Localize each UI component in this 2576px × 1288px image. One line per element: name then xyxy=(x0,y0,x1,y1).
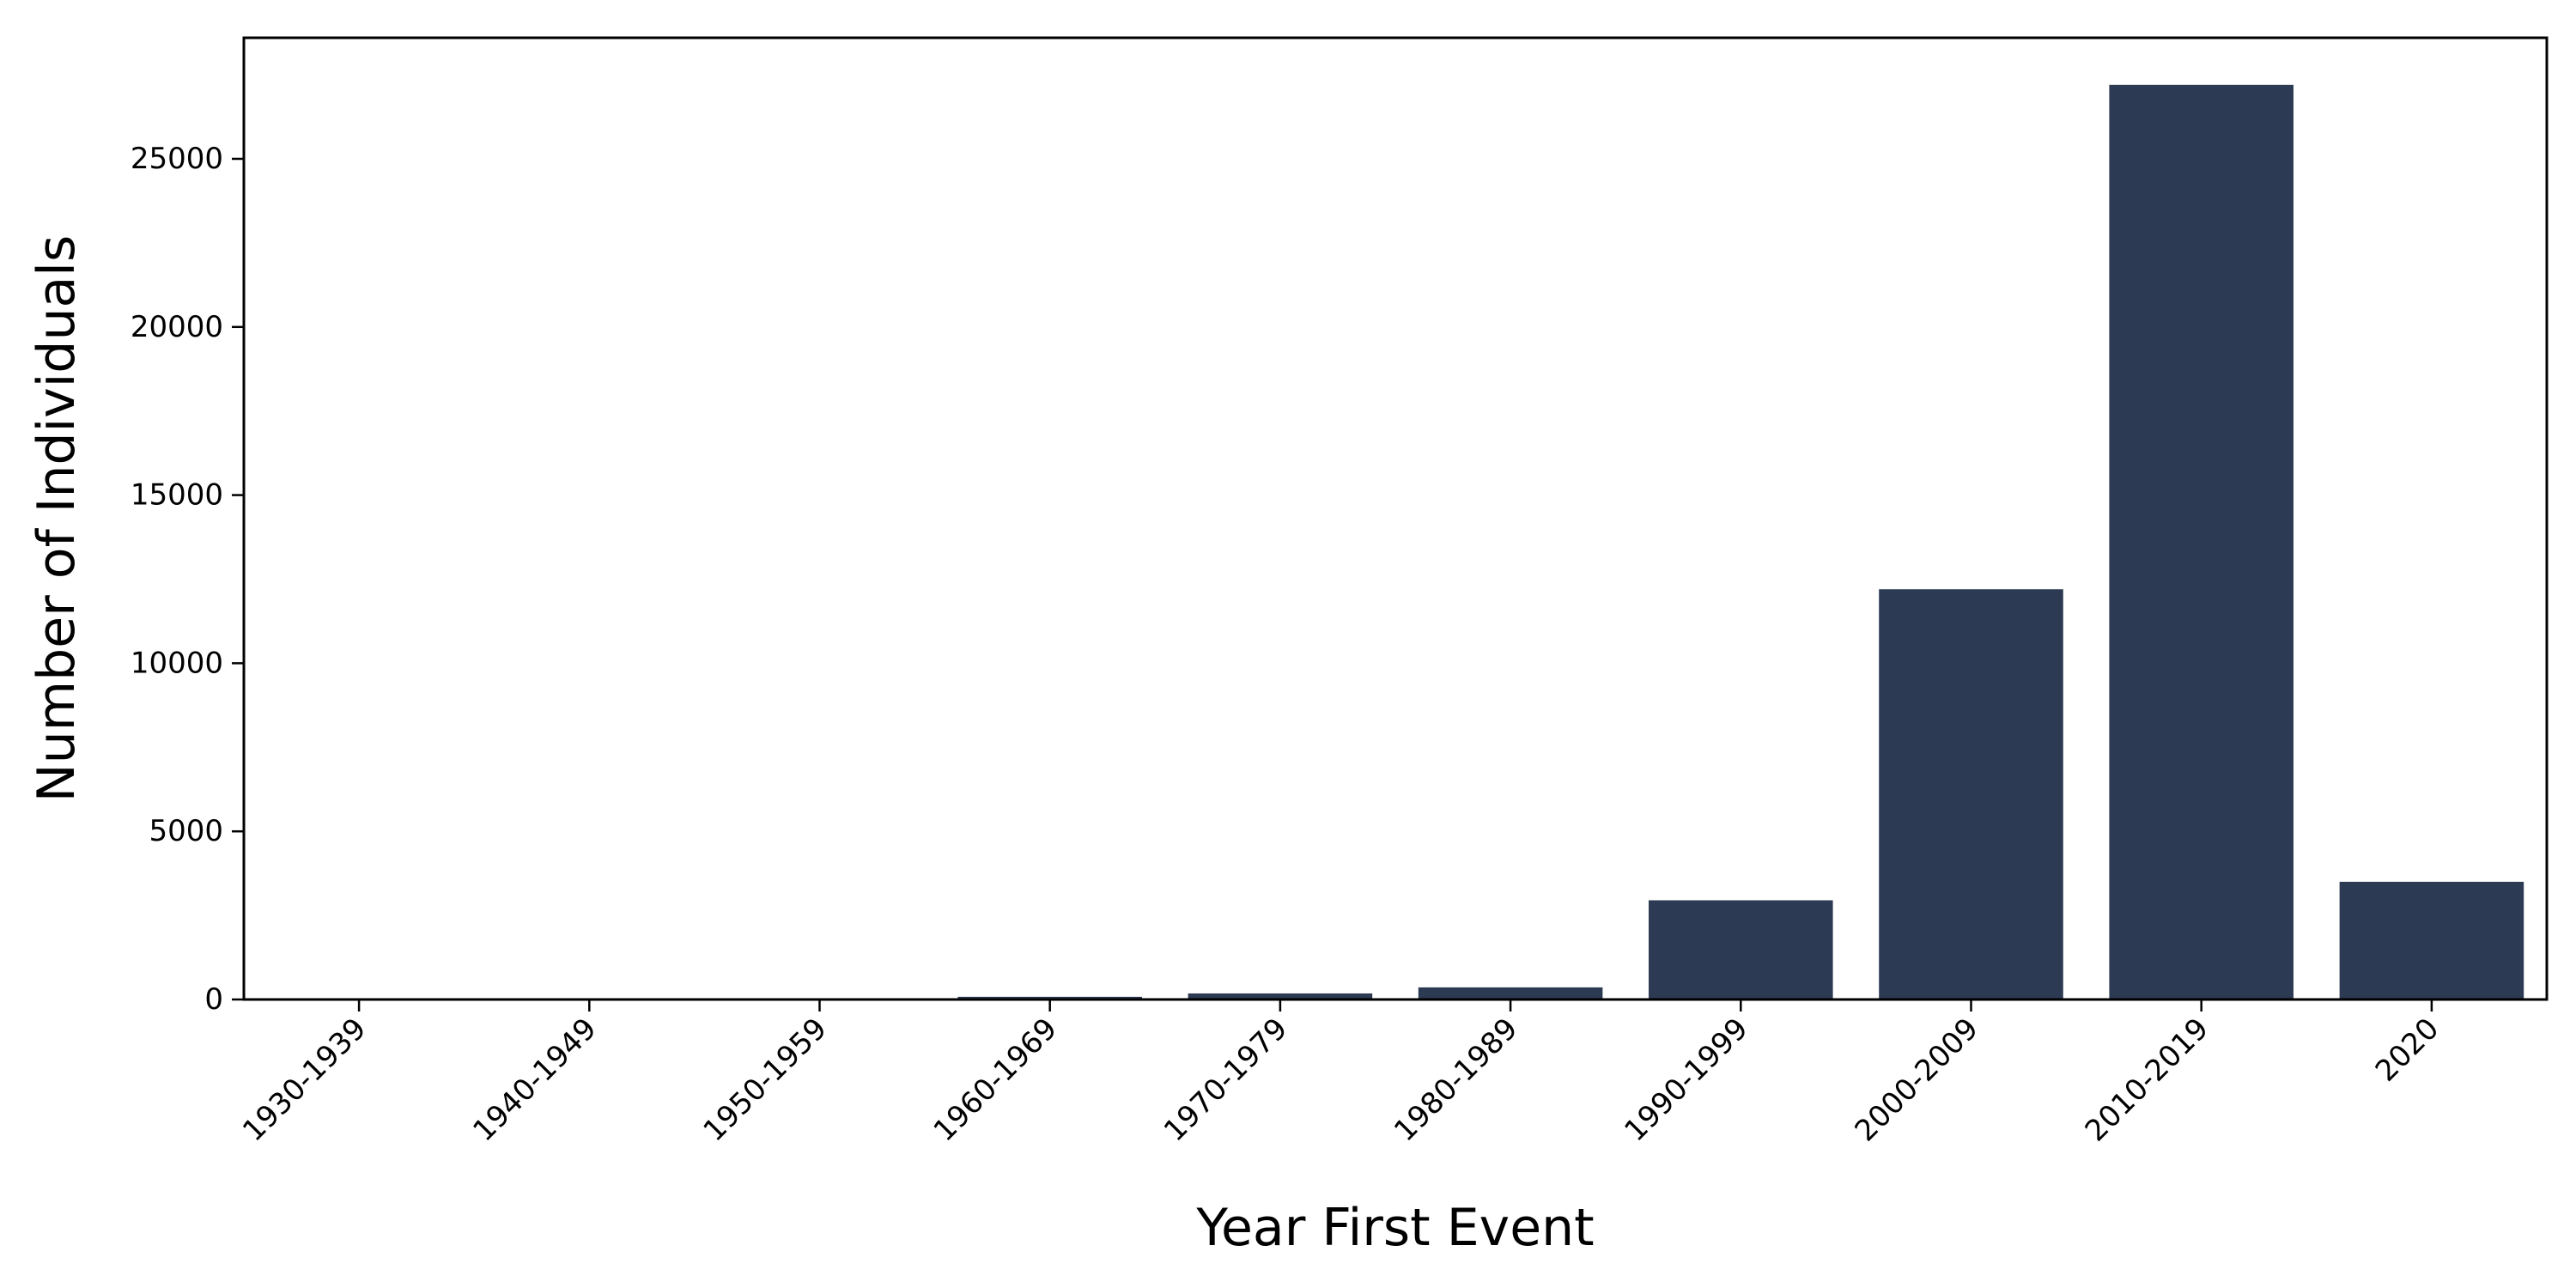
bar-2000-2009 xyxy=(1879,589,2063,999)
x-tick-label: 1950-1959 xyxy=(697,1012,834,1148)
y-tick-label: 10000 xyxy=(131,646,223,680)
x-tick-label: 1970-1979 xyxy=(1157,1012,1294,1148)
y-tick-label: 20000 xyxy=(131,310,223,344)
bars-group xyxy=(266,84,2524,999)
x-tick-label: 1940-1949 xyxy=(466,1012,603,1148)
x-tick-label: 2020 xyxy=(2369,1012,2445,1088)
x-tick-label: 1960-1969 xyxy=(927,1012,1064,1148)
y-tick-label: 25000 xyxy=(131,142,223,176)
x-axis: 1930-1939 1940-1949 1950-1959 1960-1969 1970… xyxy=(236,999,2445,1148)
bar-2020 xyxy=(2339,881,2524,999)
bar-1960-1969 xyxy=(957,996,1142,999)
bar-1970-1979 xyxy=(1188,993,1373,999)
y-tick-label: 15000 xyxy=(131,478,223,513)
x-tick-label: 2010-2019 xyxy=(2079,1012,2215,1148)
x-tick-label: 2000-2009 xyxy=(1849,1012,1985,1148)
x-tick-label: 1980-1989 xyxy=(1388,1012,1524,1148)
y-axis: 0 5000 10000 15000 20000 25000 xyxy=(131,142,244,1017)
x-axis-title: Year First Event xyxy=(1195,1198,1594,1258)
y-axis-title: Number of Individuals xyxy=(27,235,87,802)
bar-1980-1989 xyxy=(1418,987,1603,999)
x-tick-label: 1990-1999 xyxy=(1618,1012,1754,1148)
bar-1990-1999 xyxy=(1649,900,1833,999)
plot-frame xyxy=(242,36,2549,1001)
y-tick-label: 0 xyxy=(204,982,223,1017)
y-tick-label: 5000 xyxy=(149,814,223,848)
bar-2010-2019 xyxy=(2109,84,2293,999)
x-tick-label: 1930-1939 xyxy=(236,1012,373,1148)
